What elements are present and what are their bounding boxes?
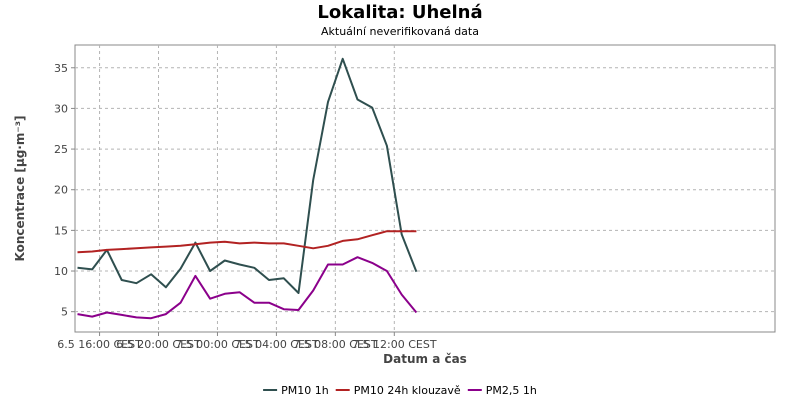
chart-title: Lokalita: Uhelná <box>317 2 482 23</box>
x-tick-label: 6.5 16:00 CEST <box>57 338 142 351</box>
y-tick-label: 35 <box>54 62 68 75</box>
legend-label: PM10 1h <box>281 384 329 397</box>
y-axis-label: Koncentrace [µg·m⁻³] <box>13 116 27 262</box>
y-tick-label: 10 <box>54 265 68 278</box>
x-tick-label: 7.5 00:00 CEST <box>175 338 260 351</box>
y-tick-label: 25 <box>54 143 68 156</box>
series-line-pm2-5-1h <box>77 256 418 320</box>
x-tick-label: 7.5 08:00 CEST <box>293 338 378 351</box>
x-tick-label: 6.5 20:00 CEST <box>116 338 201 351</box>
legend-label: PM10 24h klouzavě <box>354 384 461 397</box>
y-tick-label: 15 <box>54 224 68 237</box>
chart-subtitle: Aktuální neverifikovaná data <box>321 25 479 38</box>
legend-item[interactable]: PM10 24h klouzavě <box>335 384 461 397</box>
legend-item[interactable]: PM2,5 1h <box>467 384 537 397</box>
x-tick-label: 7.5 12:00 CEST <box>352 338 437 351</box>
grid <box>75 45 775 332</box>
x-tick-label: 7.5 04:00 CEST <box>234 338 319 351</box>
series-line-pm10-1h <box>77 57 418 294</box>
legend-label: PM2,5 1h <box>486 384 537 397</box>
legend[interactable]: PM10 1h PM10 24h klouzavě PM2,5 1h <box>263 384 537 397</box>
y-axis-ticks: 5 10 15 20 25 30 35 <box>54 62 75 319</box>
legend-item[interactable]: PM10 1h <box>263 384 329 397</box>
y-tick-label: 20 <box>54 184 68 197</box>
series-lines <box>77 57 418 320</box>
series-line-pm10-24h-klouzav- <box>77 230 417 254</box>
y-tick-label: 30 <box>54 102 68 115</box>
y-tick-label: 5 <box>61 306 68 319</box>
plot-area <box>74 44 776 333</box>
x-axis-label: Datum a čas <box>383 352 467 366</box>
